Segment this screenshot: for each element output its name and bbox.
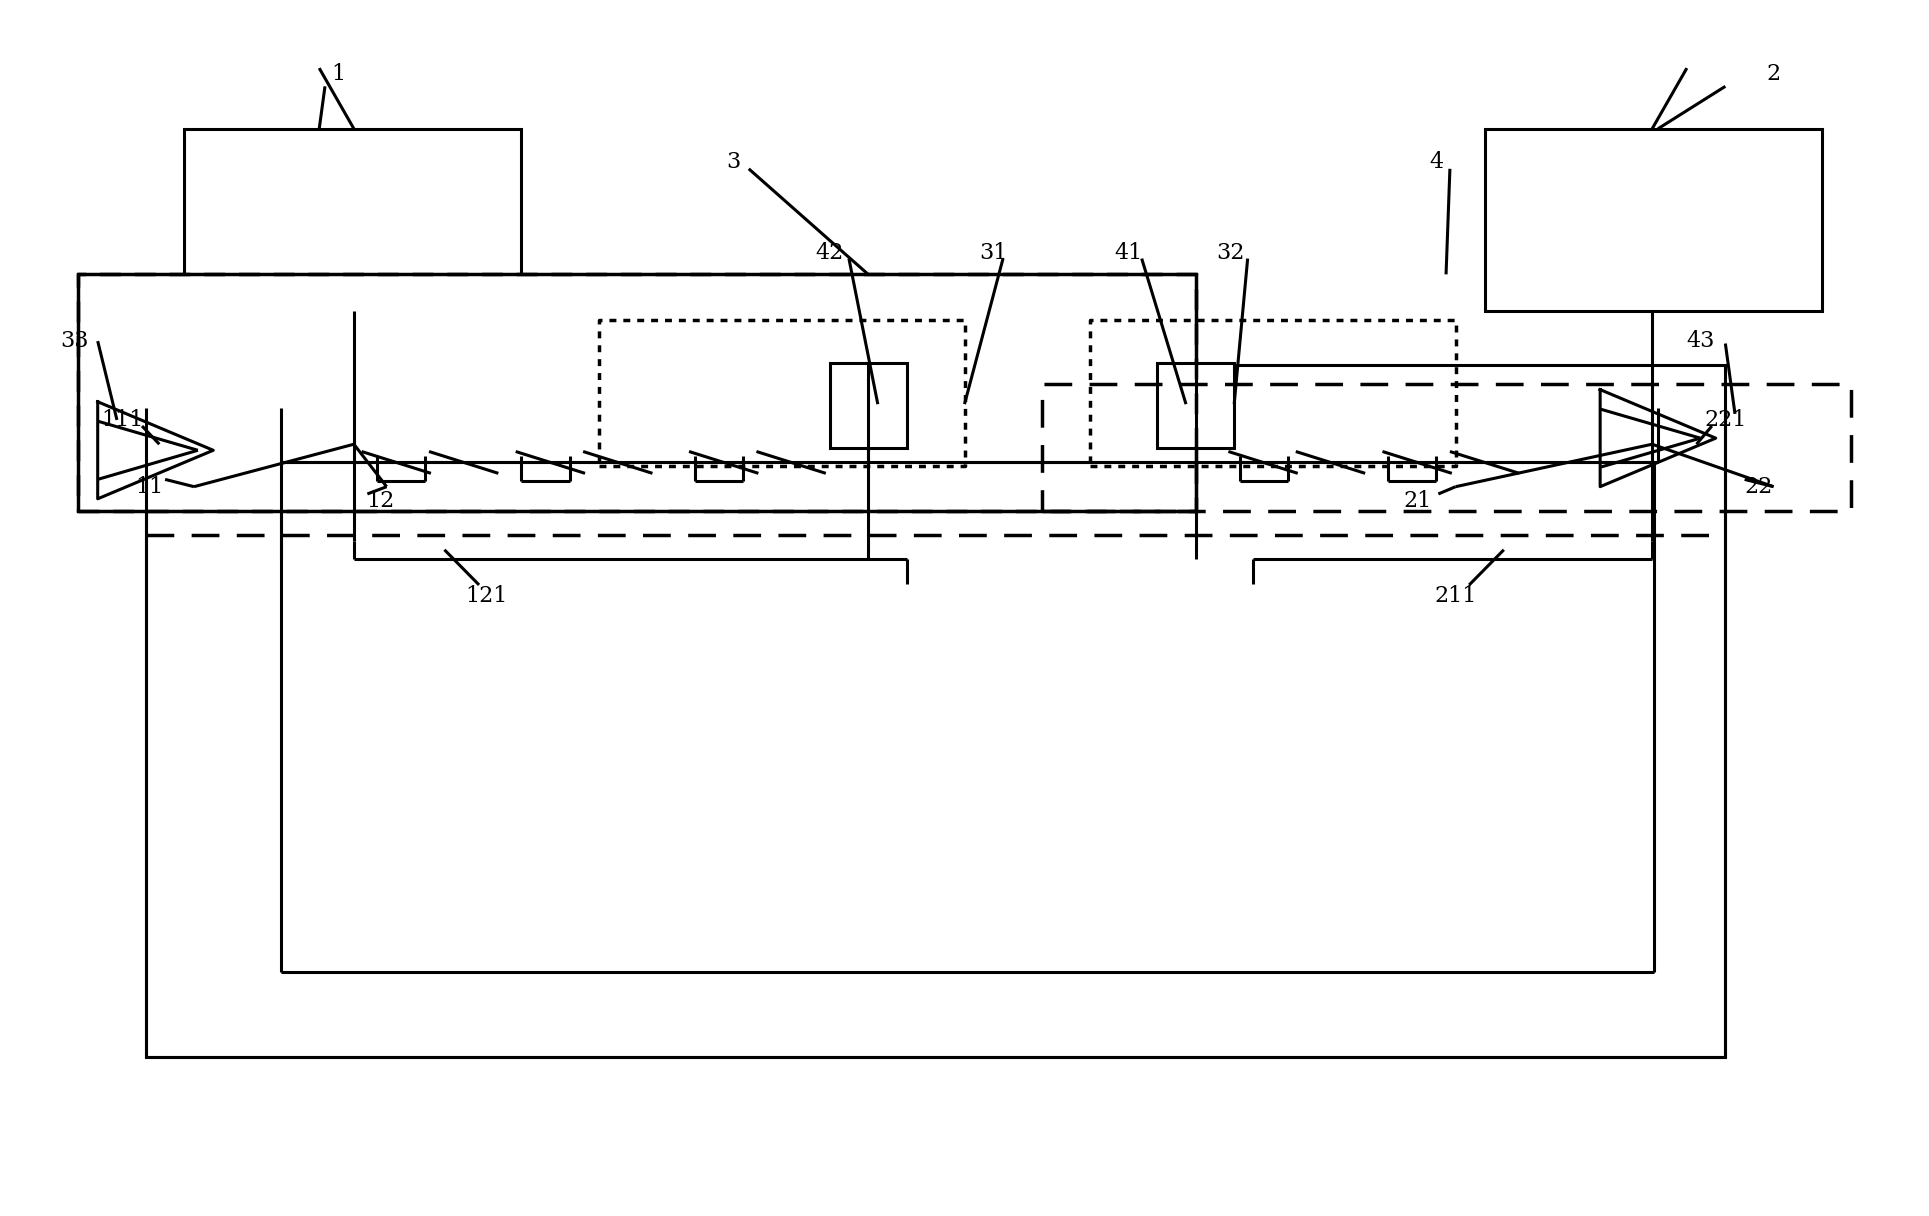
- Text: 111: 111: [102, 409, 145, 430]
- Text: 1: 1: [332, 63, 345, 85]
- Text: 12: 12: [367, 490, 395, 512]
- Text: 11: 11: [135, 475, 164, 497]
- Text: 22: 22: [1744, 475, 1773, 497]
- Bar: [147, 365, 1725, 1057]
- Text: 4: 4: [1429, 151, 1443, 173]
- Text: 3: 3: [725, 151, 741, 173]
- Text: 31: 31: [980, 242, 1007, 264]
- Bar: [1485, 129, 1821, 311]
- Bar: [829, 362, 907, 447]
- Text: 42: 42: [816, 242, 843, 264]
- Text: 221: 221: [1703, 409, 1746, 430]
- Text: 43: 43: [1686, 330, 1715, 353]
- Text: 121: 121: [465, 585, 507, 607]
- Text: 41: 41: [1115, 242, 1142, 264]
- Bar: [185, 129, 521, 311]
- Text: 2: 2: [1767, 63, 1780, 85]
- Text: 211: 211: [1435, 585, 1478, 607]
- Bar: [79, 275, 1196, 511]
- Text: 21: 21: [1402, 490, 1431, 512]
- Text: 32: 32: [1215, 242, 1244, 264]
- Bar: [1157, 362, 1235, 447]
- Text: 33: 33: [60, 330, 89, 353]
